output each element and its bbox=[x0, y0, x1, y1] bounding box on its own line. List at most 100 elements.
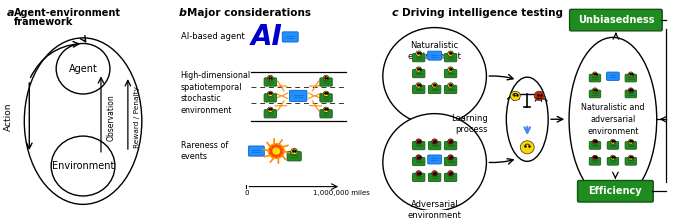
Text: b: b bbox=[179, 8, 187, 18]
FancyBboxPatch shape bbox=[625, 157, 636, 165]
FancyBboxPatch shape bbox=[412, 69, 425, 78]
Circle shape bbox=[51, 136, 115, 196]
Circle shape bbox=[628, 155, 634, 160]
Text: Efficiency: Efficiency bbox=[588, 186, 643, 196]
Text: Driving intelligence testing: Driving intelligence testing bbox=[402, 8, 563, 18]
Text: 1,000,000 miles: 1,000,000 miles bbox=[312, 190, 369, 196]
FancyBboxPatch shape bbox=[427, 155, 442, 164]
Circle shape bbox=[448, 67, 453, 72]
Text: 0: 0 bbox=[244, 190, 249, 196]
Circle shape bbox=[593, 155, 597, 160]
FancyBboxPatch shape bbox=[264, 110, 277, 118]
FancyBboxPatch shape bbox=[589, 74, 601, 82]
Circle shape bbox=[291, 148, 297, 155]
Ellipse shape bbox=[569, 37, 657, 201]
Circle shape bbox=[416, 67, 421, 72]
Circle shape bbox=[593, 72, 597, 77]
FancyBboxPatch shape bbox=[625, 90, 636, 98]
Text: Reward / Penalty: Reward / Penalty bbox=[134, 86, 140, 148]
Circle shape bbox=[534, 91, 544, 101]
Text: Adversarial
environment: Adversarial environment bbox=[408, 200, 462, 220]
FancyBboxPatch shape bbox=[320, 94, 332, 102]
Circle shape bbox=[510, 91, 521, 101]
FancyBboxPatch shape bbox=[428, 173, 441, 182]
Text: Observation: Observation bbox=[107, 94, 116, 141]
Text: framework: framework bbox=[14, 17, 74, 27]
Circle shape bbox=[269, 144, 284, 159]
FancyBboxPatch shape bbox=[287, 152, 301, 161]
Circle shape bbox=[593, 88, 597, 93]
Circle shape bbox=[432, 83, 438, 88]
Text: Agent-environment: Agent-environment bbox=[14, 8, 121, 18]
FancyBboxPatch shape bbox=[412, 54, 425, 62]
Text: AI: AI bbox=[251, 23, 282, 51]
Circle shape bbox=[628, 72, 634, 77]
Circle shape bbox=[323, 107, 329, 112]
Circle shape bbox=[448, 139, 453, 144]
Circle shape bbox=[448, 171, 453, 176]
FancyBboxPatch shape bbox=[249, 146, 264, 156]
Circle shape bbox=[272, 147, 280, 155]
Circle shape bbox=[416, 83, 421, 88]
FancyBboxPatch shape bbox=[428, 85, 441, 94]
Circle shape bbox=[383, 28, 486, 125]
Circle shape bbox=[628, 139, 634, 144]
FancyBboxPatch shape bbox=[428, 141, 441, 150]
FancyBboxPatch shape bbox=[412, 157, 425, 166]
Circle shape bbox=[416, 155, 421, 160]
Circle shape bbox=[593, 139, 597, 144]
FancyBboxPatch shape bbox=[282, 32, 298, 42]
Text: Rareness of
events: Rareness of events bbox=[181, 141, 228, 161]
FancyBboxPatch shape bbox=[577, 180, 653, 202]
Text: Unbiasedness: Unbiasedness bbox=[577, 15, 654, 25]
Circle shape bbox=[267, 107, 273, 112]
Circle shape bbox=[416, 171, 421, 176]
FancyBboxPatch shape bbox=[589, 157, 601, 165]
Circle shape bbox=[267, 75, 273, 81]
Circle shape bbox=[610, 139, 616, 144]
FancyBboxPatch shape bbox=[445, 54, 457, 62]
Circle shape bbox=[432, 139, 438, 144]
FancyBboxPatch shape bbox=[445, 85, 457, 94]
Circle shape bbox=[416, 51, 421, 56]
Circle shape bbox=[448, 83, 453, 88]
Circle shape bbox=[56, 43, 110, 94]
FancyBboxPatch shape bbox=[569, 9, 662, 31]
Text: High-dimensional
spatiotemporal
stochastic
environment: High-dimensional spatiotemporal stochast… bbox=[181, 71, 251, 115]
Circle shape bbox=[521, 141, 534, 154]
Text: Environment: Environment bbox=[52, 161, 114, 171]
Ellipse shape bbox=[506, 77, 548, 161]
Text: AI-based agent: AI-based agent bbox=[181, 32, 245, 41]
Circle shape bbox=[448, 51, 453, 56]
FancyBboxPatch shape bbox=[607, 142, 619, 149]
FancyBboxPatch shape bbox=[445, 173, 457, 182]
FancyBboxPatch shape bbox=[445, 141, 457, 150]
Text: Naturalistic
environment: Naturalistic environment bbox=[408, 41, 462, 61]
FancyBboxPatch shape bbox=[320, 110, 332, 118]
Text: Naturalistic and
adversarial
environment: Naturalistic and adversarial environment bbox=[581, 103, 645, 136]
Circle shape bbox=[323, 75, 329, 81]
FancyBboxPatch shape bbox=[625, 74, 636, 82]
Circle shape bbox=[610, 155, 616, 160]
FancyBboxPatch shape bbox=[625, 142, 636, 149]
FancyBboxPatch shape bbox=[607, 157, 619, 165]
FancyBboxPatch shape bbox=[445, 157, 457, 166]
FancyBboxPatch shape bbox=[427, 51, 442, 60]
Text: Action: Action bbox=[4, 102, 13, 131]
FancyBboxPatch shape bbox=[412, 173, 425, 182]
FancyBboxPatch shape bbox=[589, 142, 601, 149]
Circle shape bbox=[383, 114, 486, 211]
Text: Agent: Agent bbox=[68, 64, 97, 74]
FancyBboxPatch shape bbox=[290, 90, 307, 101]
FancyBboxPatch shape bbox=[445, 69, 457, 78]
Circle shape bbox=[323, 91, 329, 97]
Circle shape bbox=[628, 88, 634, 93]
FancyBboxPatch shape bbox=[589, 90, 601, 98]
Text: Major considerations: Major considerations bbox=[186, 8, 310, 18]
FancyBboxPatch shape bbox=[320, 78, 332, 86]
FancyBboxPatch shape bbox=[412, 141, 425, 150]
Text: a: a bbox=[6, 8, 14, 18]
Circle shape bbox=[432, 171, 438, 176]
FancyBboxPatch shape bbox=[412, 85, 425, 94]
FancyBboxPatch shape bbox=[264, 94, 277, 102]
